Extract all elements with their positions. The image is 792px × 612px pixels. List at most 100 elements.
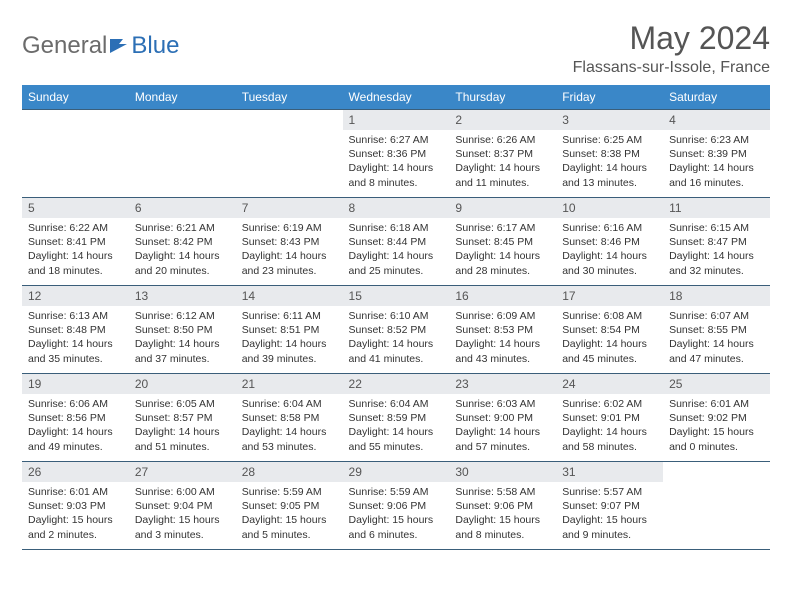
- day-details: Sunrise: 6:01 AMSunset: 9:03 PMDaylight:…: [22, 482, 129, 545]
- logo-flag-icon: [109, 37, 129, 55]
- day-number: 26: [22, 462, 129, 482]
- day-number: 17: [556, 286, 663, 306]
- day-number: 24: [556, 374, 663, 394]
- day-number: 14: [236, 286, 343, 306]
- logo-text-general: General: [22, 32, 107, 60]
- calendar-day-cell: 16Sunrise: 6:09 AMSunset: 8:53 PMDayligh…: [449, 286, 556, 374]
- day-number: 23: [449, 374, 556, 394]
- day-number: 31: [556, 462, 663, 482]
- day-details: Sunrise: 6:23 AMSunset: 8:39 PMDaylight:…: [663, 130, 770, 193]
- day-number: 13: [129, 286, 236, 306]
- day-details: Sunrise: 6:07 AMSunset: 8:55 PMDaylight:…: [663, 306, 770, 369]
- day-details: Sunrise: 6:12 AMSunset: 8:50 PMDaylight:…: [129, 306, 236, 369]
- day-details: Sunrise: 6:05 AMSunset: 8:57 PMDaylight:…: [129, 394, 236, 457]
- day-details: Sunrise: 6:10 AMSunset: 8:52 PMDaylight:…: [343, 306, 450, 369]
- day-details: Sunrise: 6:25 AMSunset: 8:38 PMDaylight:…: [556, 130, 663, 193]
- day-details: Sunrise: 6:22 AMSunset: 8:41 PMDaylight:…: [22, 218, 129, 281]
- day-number: 4: [663, 110, 770, 130]
- calendar-day-cell: 3Sunrise: 6:25 AMSunset: 8:38 PMDaylight…: [556, 110, 663, 198]
- calendar-week-row: 5Sunrise: 6:22 AMSunset: 8:41 PMDaylight…: [22, 198, 770, 286]
- weekday-header: Tuesday: [236, 85, 343, 110]
- day-number: 11: [663, 198, 770, 218]
- calendar-day-cell: 10Sunrise: 6:16 AMSunset: 8:46 PMDayligh…: [556, 198, 663, 286]
- day-details: Sunrise: 5:58 AMSunset: 9:06 PMDaylight:…: [449, 482, 556, 545]
- day-number: 15: [343, 286, 450, 306]
- calendar-day-cell: 31Sunrise: 5:57 AMSunset: 9:07 PMDayligh…: [556, 462, 663, 550]
- weekday-header: Sunday: [22, 85, 129, 110]
- day-number: 30: [449, 462, 556, 482]
- day-details: Sunrise: 5:59 AMSunset: 9:06 PMDaylight:…: [343, 482, 450, 545]
- calendar-day-cell: [22, 110, 129, 198]
- calendar-day-cell: 8Sunrise: 6:18 AMSunset: 8:44 PMDaylight…: [343, 198, 450, 286]
- calendar-week-row: 19Sunrise: 6:06 AMSunset: 8:56 PMDayligh…: [22, 374, 770, 462]
- calendar-day-cell: 18Sunrise: 6:07 AMSunset: 8:55 PMDayligh…: [663, 286, 770, 374]
- day-details: Sunrise: 6:11 AMSunset: 8:51 PMDaylight:…: [236, 306, 343, 369]
- day-number: 5: [22, 198, 129, 218]
- weekday-header: Monday: [129, 85, 236, 110]
- calendar-day-cell: 27Sunrise: 6:00 AMSunset: 9:04 PMDayligh…: [129, 462, 236, 550]
- day-number: 3: [556, 110, 663, 130]
- weekday-header: Friday: [556, 85, 663, 110]
- calendar-day-cell: 28Sunrise: 5:59 AMSunset: 9:05 PMDayligh…: [236, 462, 343, 550]
- weekday-header: Wednesday: [343, 85, 450, 110]
- calendar-body: 1Sunrise: 6:27 AMSunset: 8:36 PMDaylight…: [22, 110, 770, 550]
- day-number: 25: [663, 374, 770, 394]
- day-details: Sunrise: 6:17 AMSunset: 8:45 PMDaylight:…: [449, 218, 556, 281]
- day-details: Sunrise: 5:57 AMSunset: 9:07 PMDaylight:…: [556, 482, 663, 545]
- calendar-day-cell: 23Sunrise: 6:03 AMSunset: 9:00 PMDayligh…: [449, 374, 556, 462]
- day-number: 19: [22, 374, 129, 394]
- weekday-header: Thursday: [449, 85, 556, 110]
- day-number: 29: [343, 462, 450, 482]
- calendar-week-row: 12Sunrise: 6:13 AMSunset: 8:48 PMDayligh…: [22, 286, 770, 374]
- day-details: Sunrise: 6:02 AMSunset: 9:01 PMDaylight:…: [556, 394, 663, 457]
- day-number: 27: [129, 462, 236, 482]
- day-number: 18: [663, 286, 770, 306]
- day-number: 22: [343, 374, 450, 394]
- day-details: Sunrise: 6:03 AMSunset: 9:00 PMDaylight:…: [449, 394, 556, 457]
- calendar-day-cell: [663, 462, 770, 550]
- calendar-day-cell: 29Sunrise: 5:59 AMSunset: 9:06 PMDayligh…: [343, 462, 450, 550]
- day-details: Sunrise: 6:08 AMSunset: 8:54 PMDaylight:…: [556, 306, 663, 369]
- calendar-day-cell: 25Sunrise: 6:01 AMSunset: 9:02 PMDayligh…: [663, 374, 770, 462]
- title-block: May 2024 Flassans-sur-Issole, France: [573, 20, 770, 77]
- day-details: Sunrise: 6:18 AMSunset: 8:44 PMDaylight:…: [343, 218, 450, 281]
- day-number: 8: [343, 198, 450, 218]
- day-number: 28: [236, 462, 343, 482]
- day-details: Sunrise: 6:16 AMSunset: 8:46 PMDaylight:…: [556, 218, 663, 281]
- calendar-day-cell: 24Sunrise: 6:02 AMSunset: 9:01 PMDayligh…: [556, 374, 663, 462]
- day-details: Sunrise: 6:27 AMSunset: 8:36 PMDaylight:…: [343, 130, 450, 193]
- day-details: Sunrise: 5:59 AMSunset: 9:05 PMDaylight:…: [236, 482, 343, 545]
- day-details: Sunrise: 6:04 AMSunset: 8:58 PMDaylight:…: [236, 394, 343, 457]
- day-number: 21: [236, 374, 343, 394]
- calendar-day-cell: 11Sunrise: 6:15 AMSunset: 8:47 PMDayligh…: [663, 198, 770, 286]
- day-number: 2: [449, 110, 556, 130]
- header: General Blue May 2024 Flassans-sur-Issol…: [22, 20, 770, 77]
- calendar-day-cell: 13Sunrise: 6:12 AMSunset: 8:50 PMDayligh…: [129, 286, 236, 374]
- calendar-day-cell: 22Sunrise: 6:04 AMSunset: 8:59 PMDayligh…: [343, 374, 450, 462]
- day-number: 16: [449, 286, 556, 306]
- calendar-day-cell: 15Sunrise: 6:10 AMSunset: 8:52 PMDayligh…: [343, 286, 450, 374]
- day-number: 20: [129, 374, 236, 394]
- calendar-day-cell: 17Sunrise: 6:08 AMSunset: 8:54 PMDayligh…: [556, 286, 663, 374]
- day-number: 10: [556, 198, 663, 218]
- day-details: Sunrise: 6:19 AMSunset: 8:43 PMDaylight:…: [236, 218, 343, 281]
- day-details: Sunrise: 6:09 AMSunset: 8:53 PMDaylight:…: [449, 306, 556, 369]
- calendar-day-cell: 14Sunrise: 6:11 AMSunset: 8:51 PMDayligh…: [236, 286, 343, 374]
- calendar-day-cell: 2Sunrise: 6:26 AMSunset: 8:37 PMDaylight…: [449, 110, 556, 198]
- calendar-day-cell: 7Sunrise: 6:19 AMSunset: 8:43 PMDaylight…: [236, 198, 343, 286]
- weekday-header-row: Sunday Monday Tuesday Wednesday Thursday…: [22, 85, 770, 110]
- day-details: Sunrise: 6:15 AMSunset: 8:47 PMDaylight:…: [663, 218, 770, 281]
- logo-text-blue: Blue: [131, 32, 179, 60]
- calendar-table: Sunday Monday Tuesday Wednesday Thursday…: [22, 85, 770, 550]
- day-details: Sunrise: 6:21 AMSunset: 8:42 PMDaylight:…: [129, 218, 236, 281]
- logo: General Blue: [22, 32, 179, 60]
- day-details: Sunrise: 6:06 AMSunset: 8:56 PMDaylight:…: [22, 394, 129, 457]
- calendar-day-cell: 12Sunrise: 6:13 AMSunset: 8:48 PMDayligh…: [22, 286, 129, 374]
- calendar-day-cell: [236, 110, 343, 198]
- calendar-day-cell: 5Sunrise: 6:22 AMSunset: 8:41 PMDaylight…: [22, 198, 129, 286]
- day-details: Sunrise: 6:04 AMSunset: 8:59 PMDaylight:…: [343, 394, 450, 457]
- day-number: 6: [129, 198, 236, 218]
- calendar-day-cell: 26Sunrise: 6:01 AMSunset: 9:03 PMDayligh…: [22, 462, 129, 550]
- month-title: May 2024: [573, 20, 770, 57]
- day-details: Sunrise: 6:01 AMSunset: 9:02 PMDaylight:…: [663, 394, 770, 457]
